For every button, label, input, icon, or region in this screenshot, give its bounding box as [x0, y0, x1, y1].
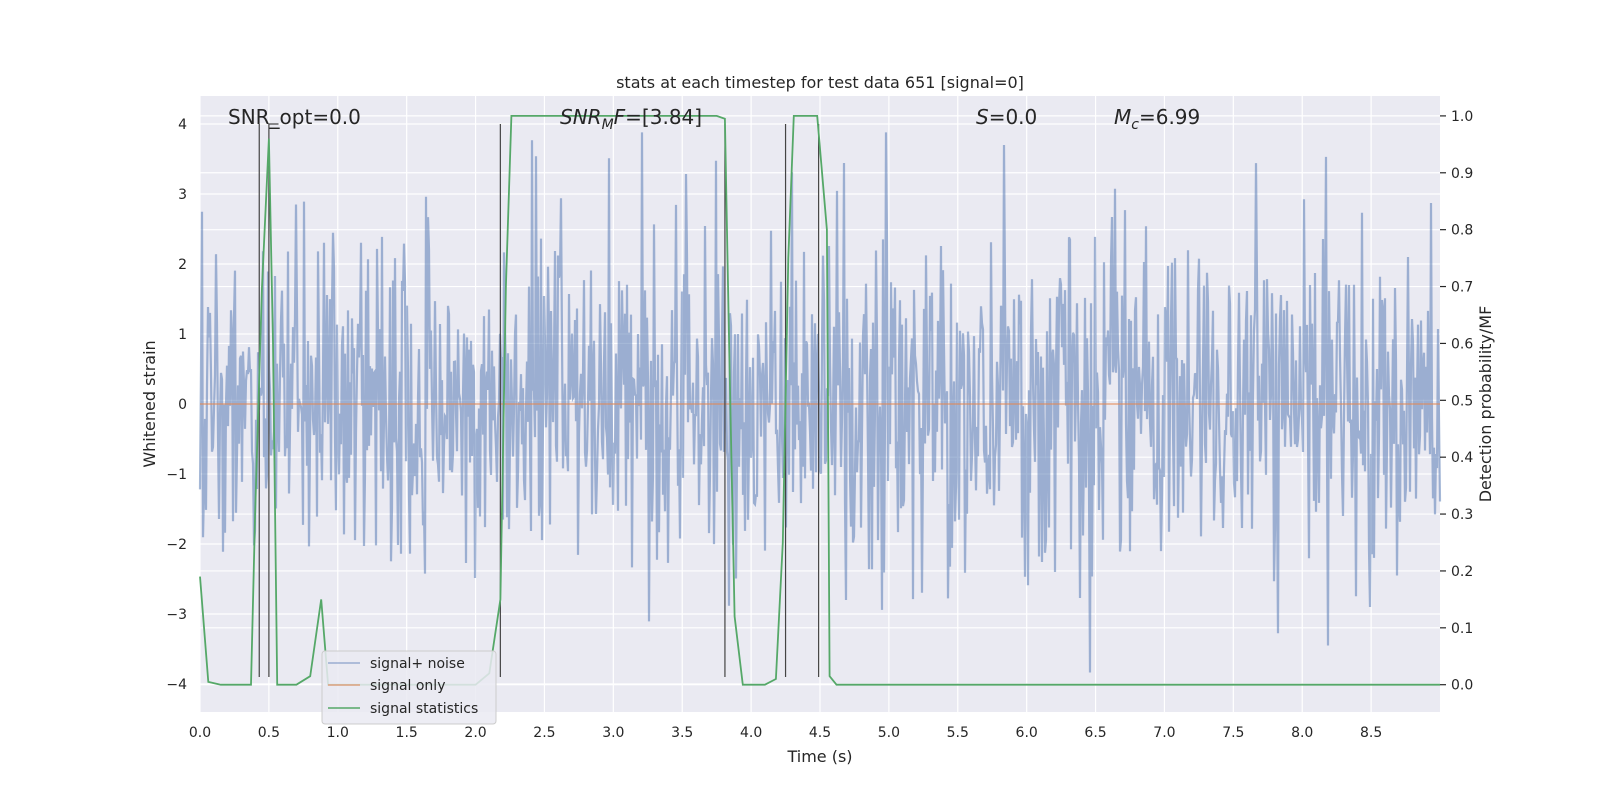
- y-tick-label: −3: [166, 607, 187, 623]
- series-signal-statistics: [199, 115, 1440, 686]
- x-tick-label: 2.0: [464, 725, 486, 741]
- x-tick-label: 8.5: [1360, 725, 1382, 741]
- annotation-snr-opt: SNR_opt=0.0: [228, 105, 361, 129]
- legend-label-signal-noise: signal+ noise: [370, 656, 465, 672]
- x-tick-label: 7.5: [1222, 725, 1244, 741]
- legend-label-signal-statistics: signal statistics: [370, 701, 478, 717]
- y2-tick-label: 0.7: [1451, 280, 1473, 296]
- y2-tick-label: 0.4: [1451, 450, 1473, 466]
- y2-tick-label: 0.2: [1451, 564, 1473, 580]
- y-tick-label: 2: [178, 257, 187, 273]
- y2-tick-label: 0.5: [1451, 393, 1473, 409]
- annotation-snr-mf: SNRMF=[3.84]: [560, 105, 702, 133]
- x-tick-label: 1.5: [396, 725, 418, 741]
- y2-tick-label: 1.0: [1451, 109, 1473, 125]
- x-tick-label: 0.0: [189, 725, 211, 741]
- annotation-mc: Mc=6.99: [1114, 105, 1200, 133]
- x-tick-label: 0.5: [258, 725, 280, 741]
- legend-label-signal-only: signal only: [370, 678, 445, 694]
- x-tick-label: 2.5: [533, 725, 555, 741]
- x-tick-label: 5.0: [878, 725, 900, 741]
- x-tick-label: 4.5: [809, 725, 831, 741]
- y2-tick-label: 0.0: [1451, 678, 1473, 694]
- y2-tick-label: 0.8: [1451, 223, 1473, 239]
- y-axis-label: Whitened strain: [140, 340, 159, 467]
- x-tick-label: 5.5: [947, 725, 969, 741]
- x-axis-ticks: 0.0 0.5 1.0 1.5 2.0 2.5 3.0 3.5 4.0 4.5 5.0 5.5 6.0 6…: [189, 725, 1382, 741]
- x-tick-label: 3.0: [602, 725, 624, 741]
- x-tick-label: 6.0: [1016, 725, 1038, 741]
- signal-statistics-line: [199, 115, 1440, 686]
- y-tick-label: 4: [178, 117, 187, 133]
- x-tick-label: 8.0: [1291, 725, 1313, 741]
- x-tick-label: 1.0: [327, 725, 349, 741]
- y2-tick-label: 0.3: [1451, 507, 1473, 523]
- x-tick-label: 7.0: [1153, 725, 1175, 741]
- y2-tick-label: 0.6: [1451, 336, 1473, 352]
- x-tick-label: 4.0: [740, 725, 762, 741]
- y-tick-label: −2: [166, 537, 187, 553]
- y2-axis-ticks: 1.0 0.9 0.8 0.7 0.6 0.5 0.4 0.3 0.2 0.1 0.0: [1440, 109, 1473, 694]
- y-tick-label: −4: [166, 677, 187, 693]
- annotation-s: S=0.0: [976, 105, 1037, 129]
- y-tick-label: −1: [166, 467, 187, 483]
- legend-box: [321, 650, 497, 725]
- y2-axis-label: Detection probability/MF: [1476, 306, 1495, 503]
- noise-trace: [198, 132, 1442, 673]
- chart-title: stats at each timestep for test data 651…: [616, 73, 1024, 92]
- y-tick-label: 3: [178, 187, 187, 203]
- x-tick-label: 3.5: [671, 725, 693, 741]
- legend: signal+ noise signal only signal statist…: [321, 650, 497, 725]
- series-signal-noise: [198, 132, 1442, 673]
- y2-tick-label: 0.1: [1451, 621, 1473, 637]
- y-tick-label: 1: [178, 327, 187, 343]
- y-axis-ticks: 4 3 2 1 0 −1 −2 −3 −4: [166, 117, 187, 693]
- y2-tick-label: 0.9: [1451, 166, 1473, 182]
- y-tick-label: 0: [178, 397, 187, 413]
- x-tick-label: 6.5: [1084, 725, 1106, 741]
- x-axis-label: Time (s): [786, 747, 852, 766]
